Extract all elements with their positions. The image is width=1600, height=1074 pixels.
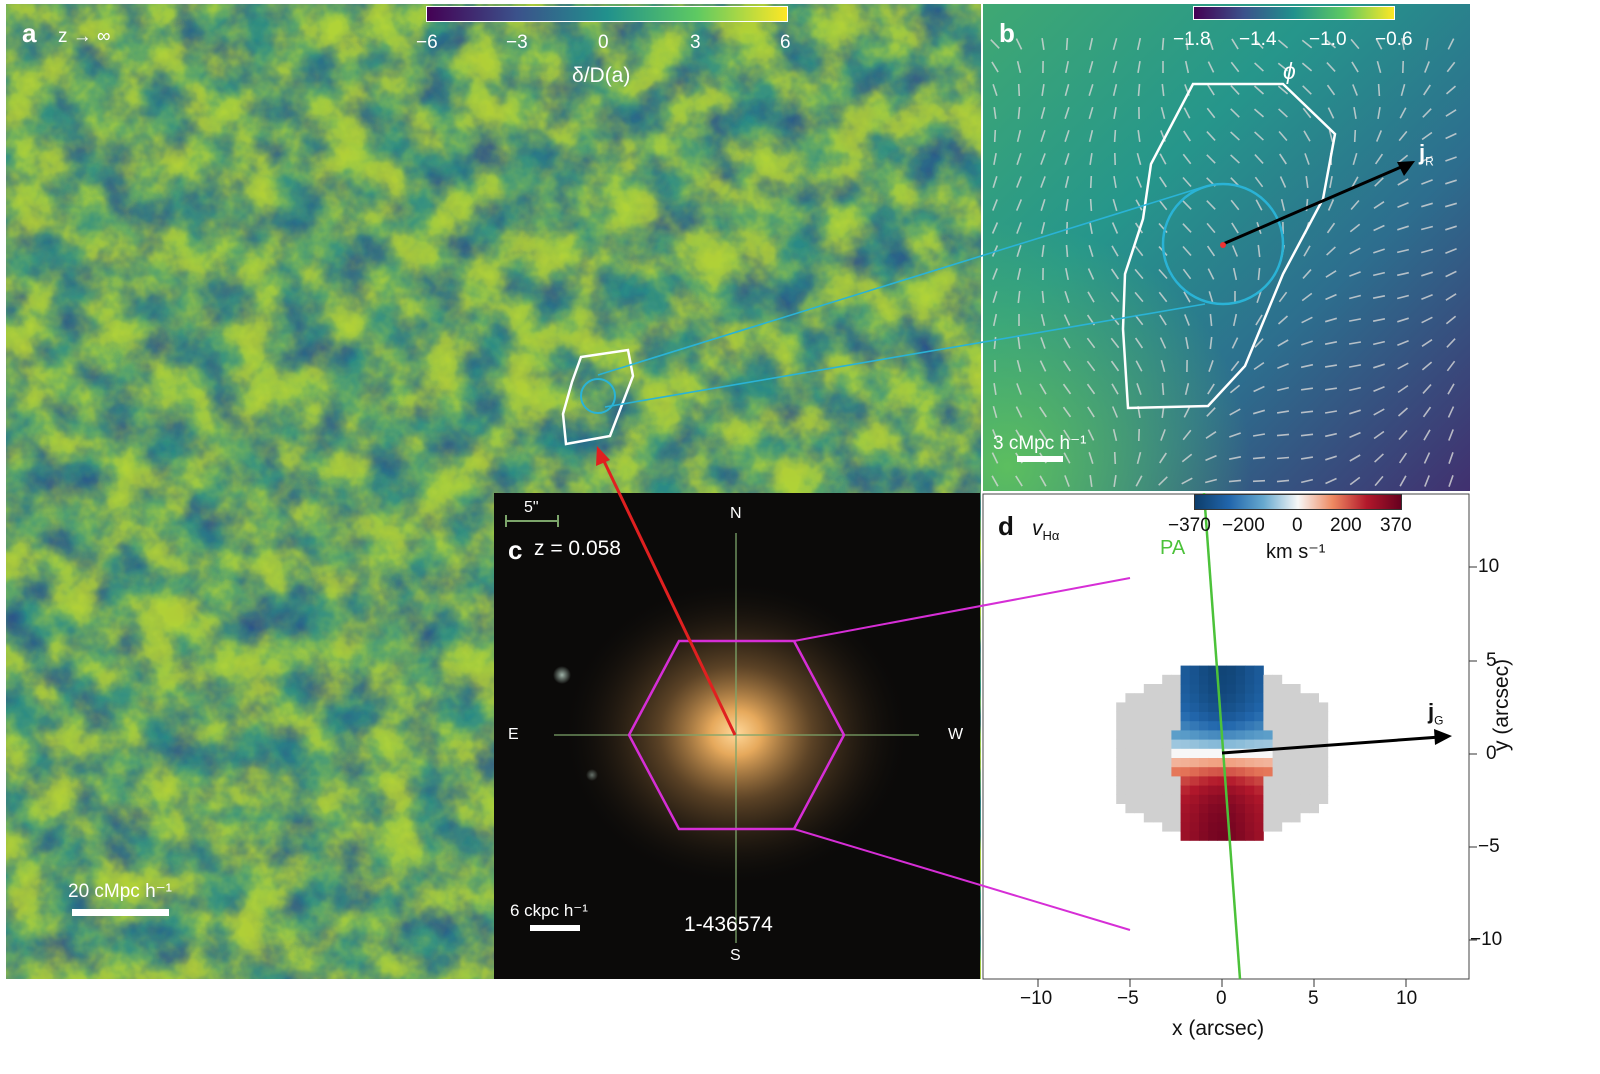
panel-c-redshift: z = 0.058	[534, 537, 621, 560]
colorbar-a-tick: 6	[780, 32, 791, 53]
colorbar-a-tick: −6	[416, 32, 438, 53]
y-tick: −10	[1470, 929, 1503, 950]
y-tick: −5	[1478, 836, 1500, 857]
x-tick: 10	[1396, 988, 1418, 1009]
panel-c-galaxy-image: 5" c z = 0.058 N S E W 6 ckpc h⁻¹ 1-4365…	[494, 493, 980, 979]
colorbar-a	[426, 6, 788, 22]
panel-c-scale-label: 6 ckpc h⁻¹	[510, 901, 588, 920]
y-tick: 10	[1478, 556, 1500, 577]
panel-b-potential-field: −1.8 −1.4 −1.0 −0.6 b ϕ jR 3 cMpc h⁻¹	[983, 4, 1470, 491]
colorbar-a-tick: 0	[598, 32, 609, 53]
pa-line	[1202, 493, 1242, 980]
x-tick: 0	[1216, 988, 1227, 1009]
colorbar-d-tick: −200	[1222, 515, 1265, 536]
x-tick: −10	[1020, 988, 1053, 1009]
x-axis-label: x (arcsec)	[1172, 1017, 1265, 1040]
jr-vector	[1222, 162, 1409, 246]
y-axis-label: y (arcsec)	[1490, 658, 1513, 751]
panel-b-scale-label: 3 cMpc h⁻¹	[993, 433, 1087, 454]
region-circle	[580, 378, 616, 414]
colorbar-b-tick: −0.6	[1375, 29, 1413, 50]
region-contour	[561, 348, 635, 446]
y-tick: 5	[1486, 650, 1497, 671]
colorbar-b	[1193, 6, 1395, 20]
velocity-label: vHα	[1032, 517, 1060, 544]
panel-d-velocity-map: −370 −200 0 200 370 km s⁻¹ d vHα PA jG −…	[982, 493, 1600, 1074]
colorbar-d-tick: 200	[1330, 515, 1362, 536]
potential-contour	[1121, 82, 1337, 410]
x-tick: −5	[1117, 988, 1139, 1009]
panel-a-scale-label: 20 cMpc h⁻¹	[68, 881, 173, 902]
compass-east: E	[508, 726, 519, 743]
jr-label: jR	[1419, 140, 1434, 169]
panel-a-density-field: −6 −3 0 3 6 δ/D(a) a z → ∞ 20 cMpc h⁻¹	[6, 4, 981, 979]
y-tick: 0	[1486, 743, 1497, 764]
panel-a-letter: a	[22, 18, 37, 48]
colorbar-b-tick: −1.8	[1173, 29, 1211, 50]
angular-scale-label: 5"	[524, 499, 539, 516]
panel-b-letter: b	[999, 18, 1015, 48]
panel-c-scale-bar	[530, 925, 580, 931]
object-id: 1-436574	[684, 913, 773, 936]
colorbar-a-tick: 3	[690, 32, 701, 53]
colorbar-d	[1194, 494, 1402, 510]
x-tick: 5	[1308, 988, 1319, 1009]
colorbar-a-tick: −3	[506, 32, 528, 53]
colorbar-a-label: δ/D(a)	[572, 64, 631, 87]
panel-a-scale-bar	[72, 909, 169, 916]
compass-north: N	[730, 505, 742, 522]
zoom-circle	[1161, 182, 1285, 306]
pa-label: PA	[1160, 537, 1186, 559]
potential-label: ϕ	[1283, 58, 1296, 84]
panel-b-scale-bar	[1017, 456, 1063, 462]
jg-label: jG	[1428, 699, 1444, 728]
colorbar-d-tick: 370	[1380, 515, 1412, 536]
compass-west: W	[948, 726, 964, 743]
jg-vector	[1221, 735, 1441, 755]
colorbar-d-tick: 0	[1292, 515, 1303, 536]
colorbar-d-tick: −370	[1168, 515, 1211, 536]
compass-south: S	[730, 947, 741, 964]
colorbar-d-unit: km s⁻¹	[1266, 541, 1326, 563]
panel-a-redshift: z → ∞	[58, 26, 111, 47]
panel-d-letter: d	[998, 511, 1014, 541]
colorbar-b-tick: −1.4	[1239, 29, 1277, 50]
colorbar-b-tick: −1.0	[1309, 29, 1347, 50]
panel-c-letter: c	[508, 535, 523, 565]
